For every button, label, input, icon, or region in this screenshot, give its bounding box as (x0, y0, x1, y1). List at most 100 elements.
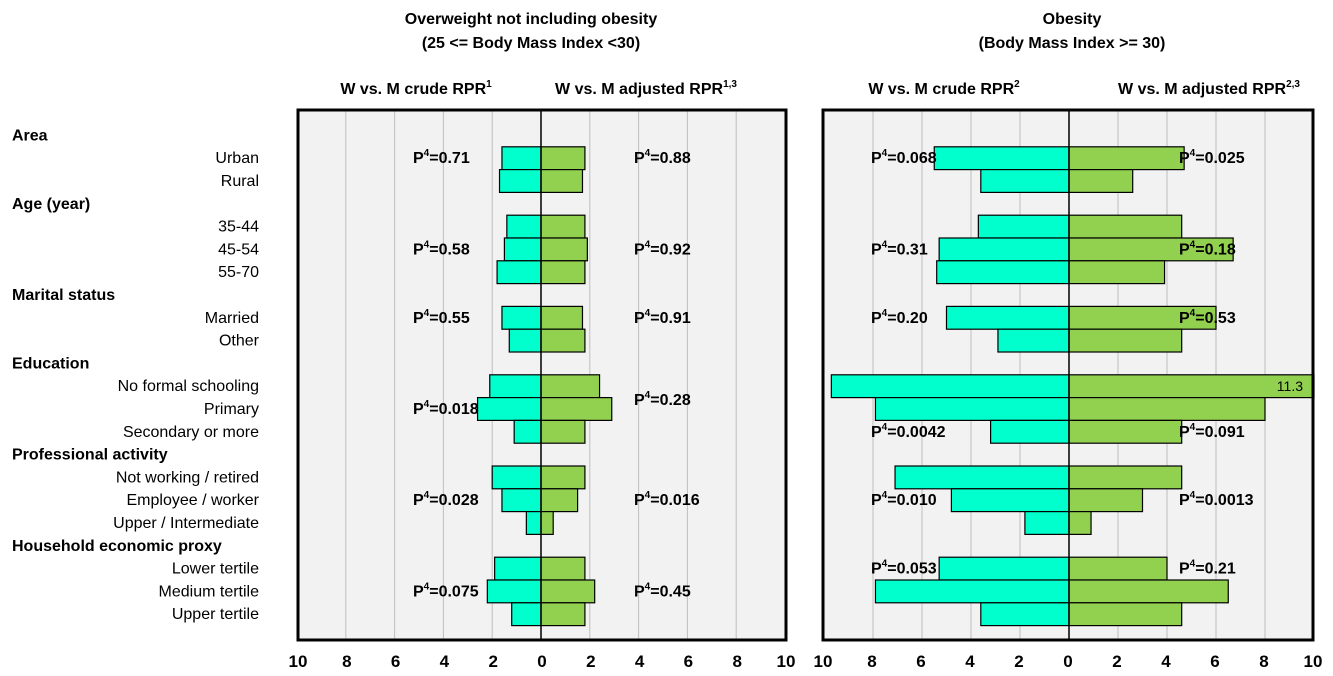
category-label: Not working / retired (116, 469, 259, 486)
tick-label: 4 (965, 652, 975, 671)
tick-label: 8 (867, 652, 876, 671)
bar-adjusted (1068, 579, 1229, 604)
bar-crude (874, 397, 1070, 422)
p-value-label: P4=0.45 (634, 581, 691, 600)
bar-crude (498, 169, 542, 194)
group-label: Area (12, 127, 48, 144)
bar-crude (950, 488, 1070, 513)
group-label: Age (year) (12, 196, 90, 213)
category-label: Employee / worker (127, 492, 260, 509)
bar-adjusted (540, 579, 596, 604)
tick-label: 4 (635, 652, 645, 671)
p-value-label: P4=0.21 (1179, 559, 1236, 578)
category-label: Rural (221, 173, 259, 190)
bar-crude (830, 374, 1070, 399)
bar-adjusted (1068, 214, 1183, 239)
tick-label: 2 (488, 652, 497, 671)
bar-crude (525, 511, 542, 536)
p-value-label: P4=0.025 (1179, 148, 1245, 167)
bar-adjusted (540, 146, 586, 171)
group-label: Professional activity (12, 447, 168, 464)
bar-crude (997, 328, 1070, 353)
p-value-label: P4=0.88 (634, 148, 691, 167)
tick-label: 4 (1161, 652, 1171, 671)
bar-crude (476, 397, 542, 422)
category-label: 35-44 (218, 219, 259, 236)
bar-adjusted (540, 556, 586, 581)
tick-label: 8 (342, 652, 351, 671)
bar-crude (933, 146, 1070, 171)
p-value-label: P4=0.20 (871, 308, 928, 327)
p-value-label: P4=0.58 (413, 239, 470, 258)
bar-crude (980, 169, 1070, 194)
p-value-label: P4=0.31 (871, 239, 928, 258)
series-header: W vs. M adjusted RPR2,3 (1118, 79, 1300, 98)
tick-label: 0 (537, 652, 546, 671)
bar-crude (989, 419, 1070, 444)
category-label: Lower tertile (172, 561, 259, 578)
p-value-label: P4=0.92 (634, 239, 691, 258)
bar-adjusted (540, 511, 554, 536)
category-label: Secondary or more (123, 424, 259, 441)
bar-adjusted (540, 260, 586, 285)
tick-label: 6 (684, 652, 693, 671)
tick-label: 10 (814, 652, 833, 671)
bar-adjusted (1068, 146, 1185, 171)
bar-crude (1024, 511, 1070, 536)
tick-label: 10 (777, 652, 796, 671)
bar-crude (513, 419, 542, 444)
tick-label: 8 (1259, 652, 1268, 671)
category-label: Urban (215, 150, 259, 167)
chart-panel (821, 108, 1315, 642)
bar-adjusted (540, 169, 584, 194)
bar-adjusted (1068, 488, 1144, 513)
p-value-label: P4=0.075 (413, 581, 479, 600)
bar-crude (501, 305, 542, 330)
bar-adjusted (1068, 169, 1134, 194)
tick-label: 0 (1063, 652, 1072, 671)
bar-crude (486, 579, 542, 604)
series-header: W vs. M crude RPR1 (340, 79, 492, 98)
tick-label: 8 (732, 652, 741, 671)
tick-label: 6 (1210, 652, 1219, 671)
bar-crude (501, 146, 542, 171)
tick-label: 6 (391, 652, 400, 671)
chart-title: Obesity (1043, 11, 1102, 28)
bar-adjusted (540, 237, 588, 262)
bar-crude (977, 214, 1070, 239)
group-label: Education (12, 355, 89, 372)
chart-title: Overweight not including obesity (405, 11, 658, 28)
bar-crude (508, 328, 542, 353)
p-value-label: P4=0.71 (413, 148, 470, 167)
chart-subtitle: (Body Mass Index >= 30) (979, 35, 1166, 52)
series-header: W vs. M adjusted RPR1,3 (555, 79, 737, 98)
bar-crude (945, 305, 1070, 330)
p-value-label: P4=0.55 (413, 308, 470, 327)
bar-adjusted (1068, 556, 1168, 581)
bar-crude (936, 260, 1070, 285)
group-label: Marital status (12, 287, 115, 304)
bar-adjusted (1068, 397, 1266, 422)
p-value-label: P4=0.053 (871, 559, 937, 578)
bar-crude (503, 237, 542, 262)
p-value-label: P4=0.28 (634, 390, 691, 409)
tick-label: 2 (586, 652, 595, 671)
p-value-label: P4=0.091 (1179, 422, 1245, 441)
tick-label: 10 (1304, 652, 1323, 671)
bar-adjusted (540, 397, 613, 422)
bar-adjusted (540, 305, 584, 330)
bar-crude (874, 579, 1070, 604)
series-header: W vs. M crude RPR2 (868, 79, 1020, 98)
category-label: No formal schooling (118, 378, 259, 395)
p-value-label: P4=0.18 (1179, 239, 1236, 258)
bar-crude (491, 465, 542, 490)
tick-label: 2 (1014, 652, 1023, 671)
bar-adjusted (1068, 602, 1183, 627)
bar-crude (980, 602, 1070, 627)
tick-label: 10 (289, 652, 308, 671)
bar-crude (894, 465, 1070, 490)
bar-adjusted (540, 465, 586, 490)
bar-adjusted (540, 214, 586, 239)
p-value-label: P4=0.53 (1179, 308, 1236, 327)
category-label: Other (219, 333, 260, 350)
